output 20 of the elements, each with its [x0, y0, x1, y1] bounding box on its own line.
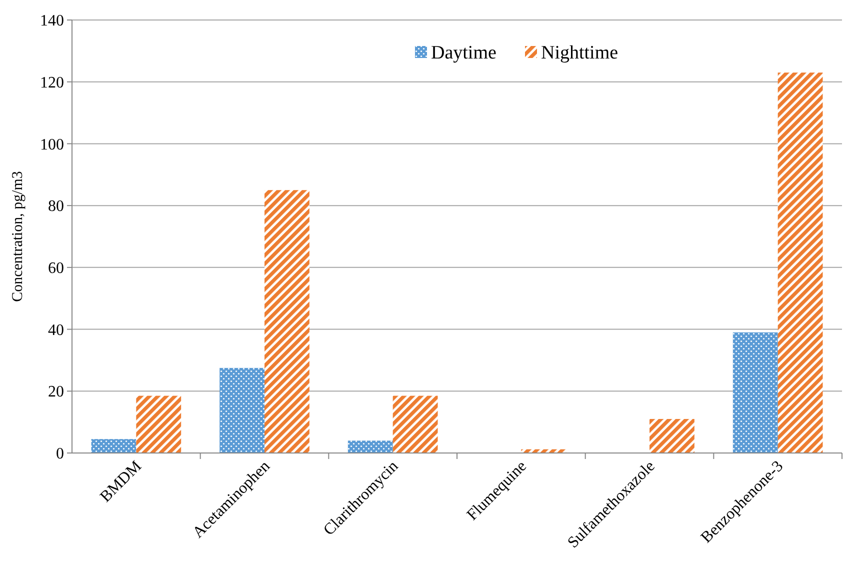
y-tick-label: 40 [48, 322, 64, 339]
y-axis-title: Concentration, pg/m3 [10, 171, 26, 302]
bar [348, 440, 393, 453]
bar [778, 72, 823, 453]
bar [732, 332, 778, 453]
legend-label: Nighttime [541, 42, 618, 64]
bar [264, 190, 310, 453]
y-tick-label: 60 [48, 260, 64, 278]
bar [136, 396, 182, 453]
y-tick-label: 80 [48, 198, 64, 216]
bar [650, 418, 694, 453]
legend-label: Daytime [431, 42, 496, 64]
bar [220, 368, 264, 453]
bar [91, 439, 136, 453]
y-tick-label: 120 [40, 74, 64, 92]
y-tick-label: 140 [40, 12, 64, 30]
y-tick-label: 100 [40, 136, 64, 154]
bar [392, 396, 438, 453]
y-tick-label: 0 [56, 446, 64, 463]
y-tick-label: 20 [48, 384, 64, 401]
